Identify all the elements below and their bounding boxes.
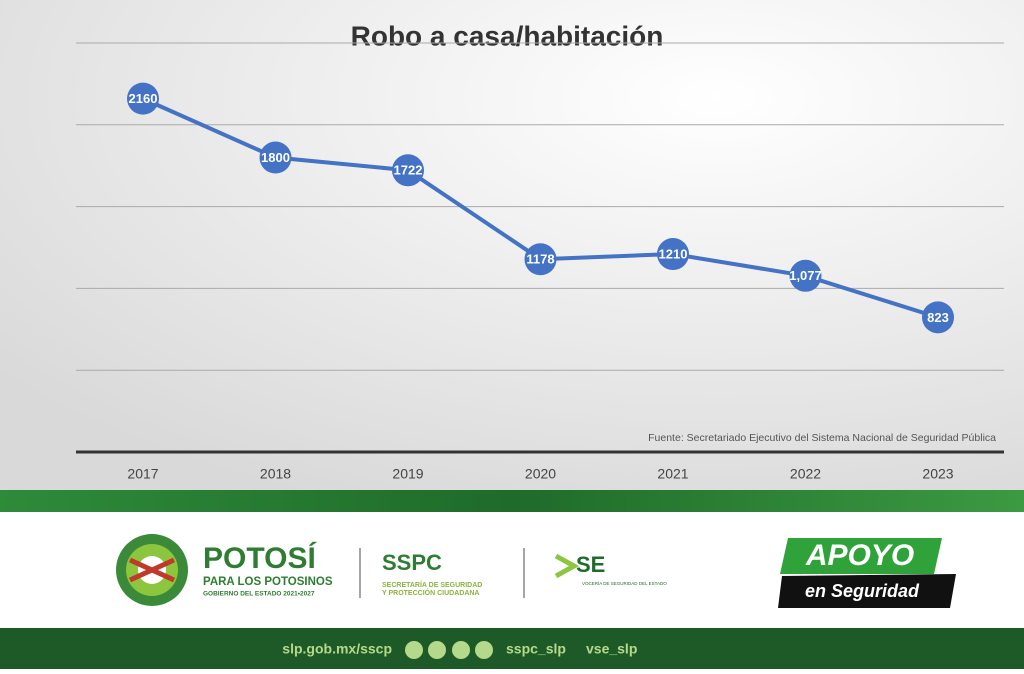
data-label: 1,077 [789, 268, 822, 283]
potosi-emblem [116, 534, 188, 606]
x-tick-label: 2022 [790, 466, 821, 482]
data-point [127, 82, 159, 115]
potosi-sub: PARA LOS POTOSINOS [203, 576, 333, 588]
social-icons [405, 641, 493, 659]
potosi-gov: GOBIERNO DEL ESTADO 2021•2027 [203, 591, 315, 598]
data-label: 1800 [261, 150, 290, 165]
apoyo-badge [778, 538, 956, 608]
social-handle: sspc_slp [506, 641, 566, 657]
data-point [392, 154, 424, 187]
social-bar [0, 628, 1024, 669]
sspc-logo: SSPC [382, 550, 442, 575]
x-tick-label: 2023 [922, 466, 953, 482]
data-point [922, 301, 954, 334]
x-tick-label: 2017 [127, 466, 158, 482]
vse-sub: VOCERÍA DE SEGURIDAD DEL ESTADO [582, 580, 667, 586]
x-tick-label: 2021 [657, 466, 688, 482]
vse-arrow [554, 553, 580, 579]
x-tick-label: 2019 [392, 466, 423, 482]
chart-background [0, 0, 1024, 492]
sspc-line1: SECRETARÍA DE SEGURIDAD [382, 580, 482, 589]
apoyo-sub: en Seguridad [805, 581, 920, 601]
social-handle: vse_slp [586, 641, 637, 657]
chart-title: Robo a casa/habitación [351, 20, 664, 51]
x-tick-label: 2018 [260, 466, 291, 482]
vse-logo: SE [576, 552, 605, 577]
data-point [789, 259, 822, 292]
data-label: 1210 [659, 246, 688, 261]
x-tick-label: 2020 [525, 466, 556, 482]
plot: 2017 2018 2019 2020 2021 2022 2023 2160 1800 1722… [76, 42, 1004, 482]
sspc-line2: Y PROTECCIÓN CIUDADANA [382, 588, 480, 597]
data-label: 2160 [129, 91, 158, 106]
apoyo-text: APOYO [805, 539, 914, 572]
data-point [657, 238, 689, 271]
data-point [259, 141, 292, 174]
website: slp.gob.mx/sscp [282, 641, 392, 657]
potosi-logo: POTOSÍ [203, 541, 316, 575]
data-label: 1722 [394, 163, 423, 178]
green-band [0, 490, 1024, 512]
data-label: 823 [927, 310, 949, 325]
data-point [524, 243, 557, 276]
source-note: Fuente: Secretariado Ejecutivo del Siste… [648, 432, 996, 444]
data-label: 1178 [526, 252, 554, 267]
